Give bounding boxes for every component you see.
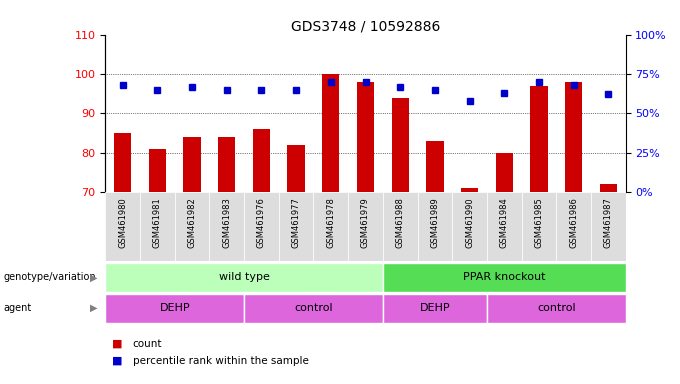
Bar	[253, 129, 270, 192]
Bar	[487, 192, 522, 261]
Bar	[565, 82, 582, 192]
Text: ▶: ▶	[90, 272, 98, 283]
Bar	[418, 192, 452, 261]
Text: GSM461981: GSM461981	[153, 197, 162, 248]
Text: agent: agent	[3, 303, 32, 313]
Bar	[452, 192, 487, 261]
Bar	[461, 188, 478, 192]
Bar	[288, 145, 305, 192]
Text: GSM461982: GSM461982	[188, 197, 197, 248]
Bar	[218, 137, 235, 192]
Bar	[322, 74, 339, 192]
Bar	[209, 192, 244, 261]
Text: control: control	[294, 303, 333, 313]
Text: DEHP: DEHP	[159, 303, 190, 313]
Bar	[184, 137, 201, 192]
Bar	[357, 82, 374, 192]
Bar	[149, 149, 166, 192]
Text: ■: ■	[112, 339, 122, 349]
Bar	[279, 192, 313, 261]
Bar	[313, 192, 348, 261]
Bar	[383, 263, 626, 292]
Text: PPAR knockout: PPAR knockout	[463, 272, 545, 283]
Bar	[496, 152, 513, 192]
Bar	[487, 294, 626, 323]
Text: genotype/variation: genotype/variation	[3, 272, 96, 283]
Text: wild type: wild type	[219, 272, 269, 283]
Text: GSM461984: GSM461984	[500, 197, 509, 248]
Bar	[392, 98, 409, 192]
Text: GSM461979: GSM461979	[361, 197, 370, 248]
Text: control: control	[537, 303, 575, 313]
Bar	[383, 192, 418, 261]
Text: DEHP: DEHP	[420, 303, 450, 313]
Bar	[175, 192, 209, 261]
Bar	[105, 192, 140, 261]
Text: GSM461986: GSM461986	[569, 197, 578, 248]
Text: ▶: ▶	[90, 303, 98, 313]
Text: ■: ■	[112, 356, 122, 366]
Text: GSM461988: GSM461988	[396, 197, 405, 248]
Bar	[114, 133, 131, 192]
Bar	[426, 141, 443, 192]
Bar	[348, 192, 383, 261]
Bar	[383, 294, 487, 323]
Text: GSM461983: GSM461983	[222, 197, 231, 248]
Text: GSM461980: GSM461980	[118, 197, 127, 248]
Bar	[522, 192, 556, 261]
Text: GSM461978: GSM461978	[326, 197, 335, 248]
Text: GSM461976: GSM461976	[257, 197, 266, 248]
Bar	[530, 86, 547, 192]
Bar	[105, 294, 244, 323]
Text: GSM461989: GSM461989	[430, 197, 439, 248]
Bar	[600, 184, 617, 192]
Text: GSM461977: GSM461977	[292, 197, 301, 248]
Bar	[105, 263, 383, 292]
Title: GDS3748 / 10592886: GDS3748 / 10592886	[291, 20, 440, 33]
Bar	[244, 192, 279, 261]
Bar	[591, 192, 626, 261]
Text: GSM461990: GSM461990	[465, 197, 474, 248]
Text: GSM461985: GSM461985	[534, 197, 543, 248]
Text: GSM461987: GSM461987	[604, 197, 613, 248]
Bar	[556, 192, 591, 261]
Text: percentile rank within the sample: percentile rank within the sample	[133, 356, 309, 366]
Text: count: count	[133, 339, 162, 349]
Bar	[140, 192, 175, 261]
Bar	[244, 294, 383, 323]
